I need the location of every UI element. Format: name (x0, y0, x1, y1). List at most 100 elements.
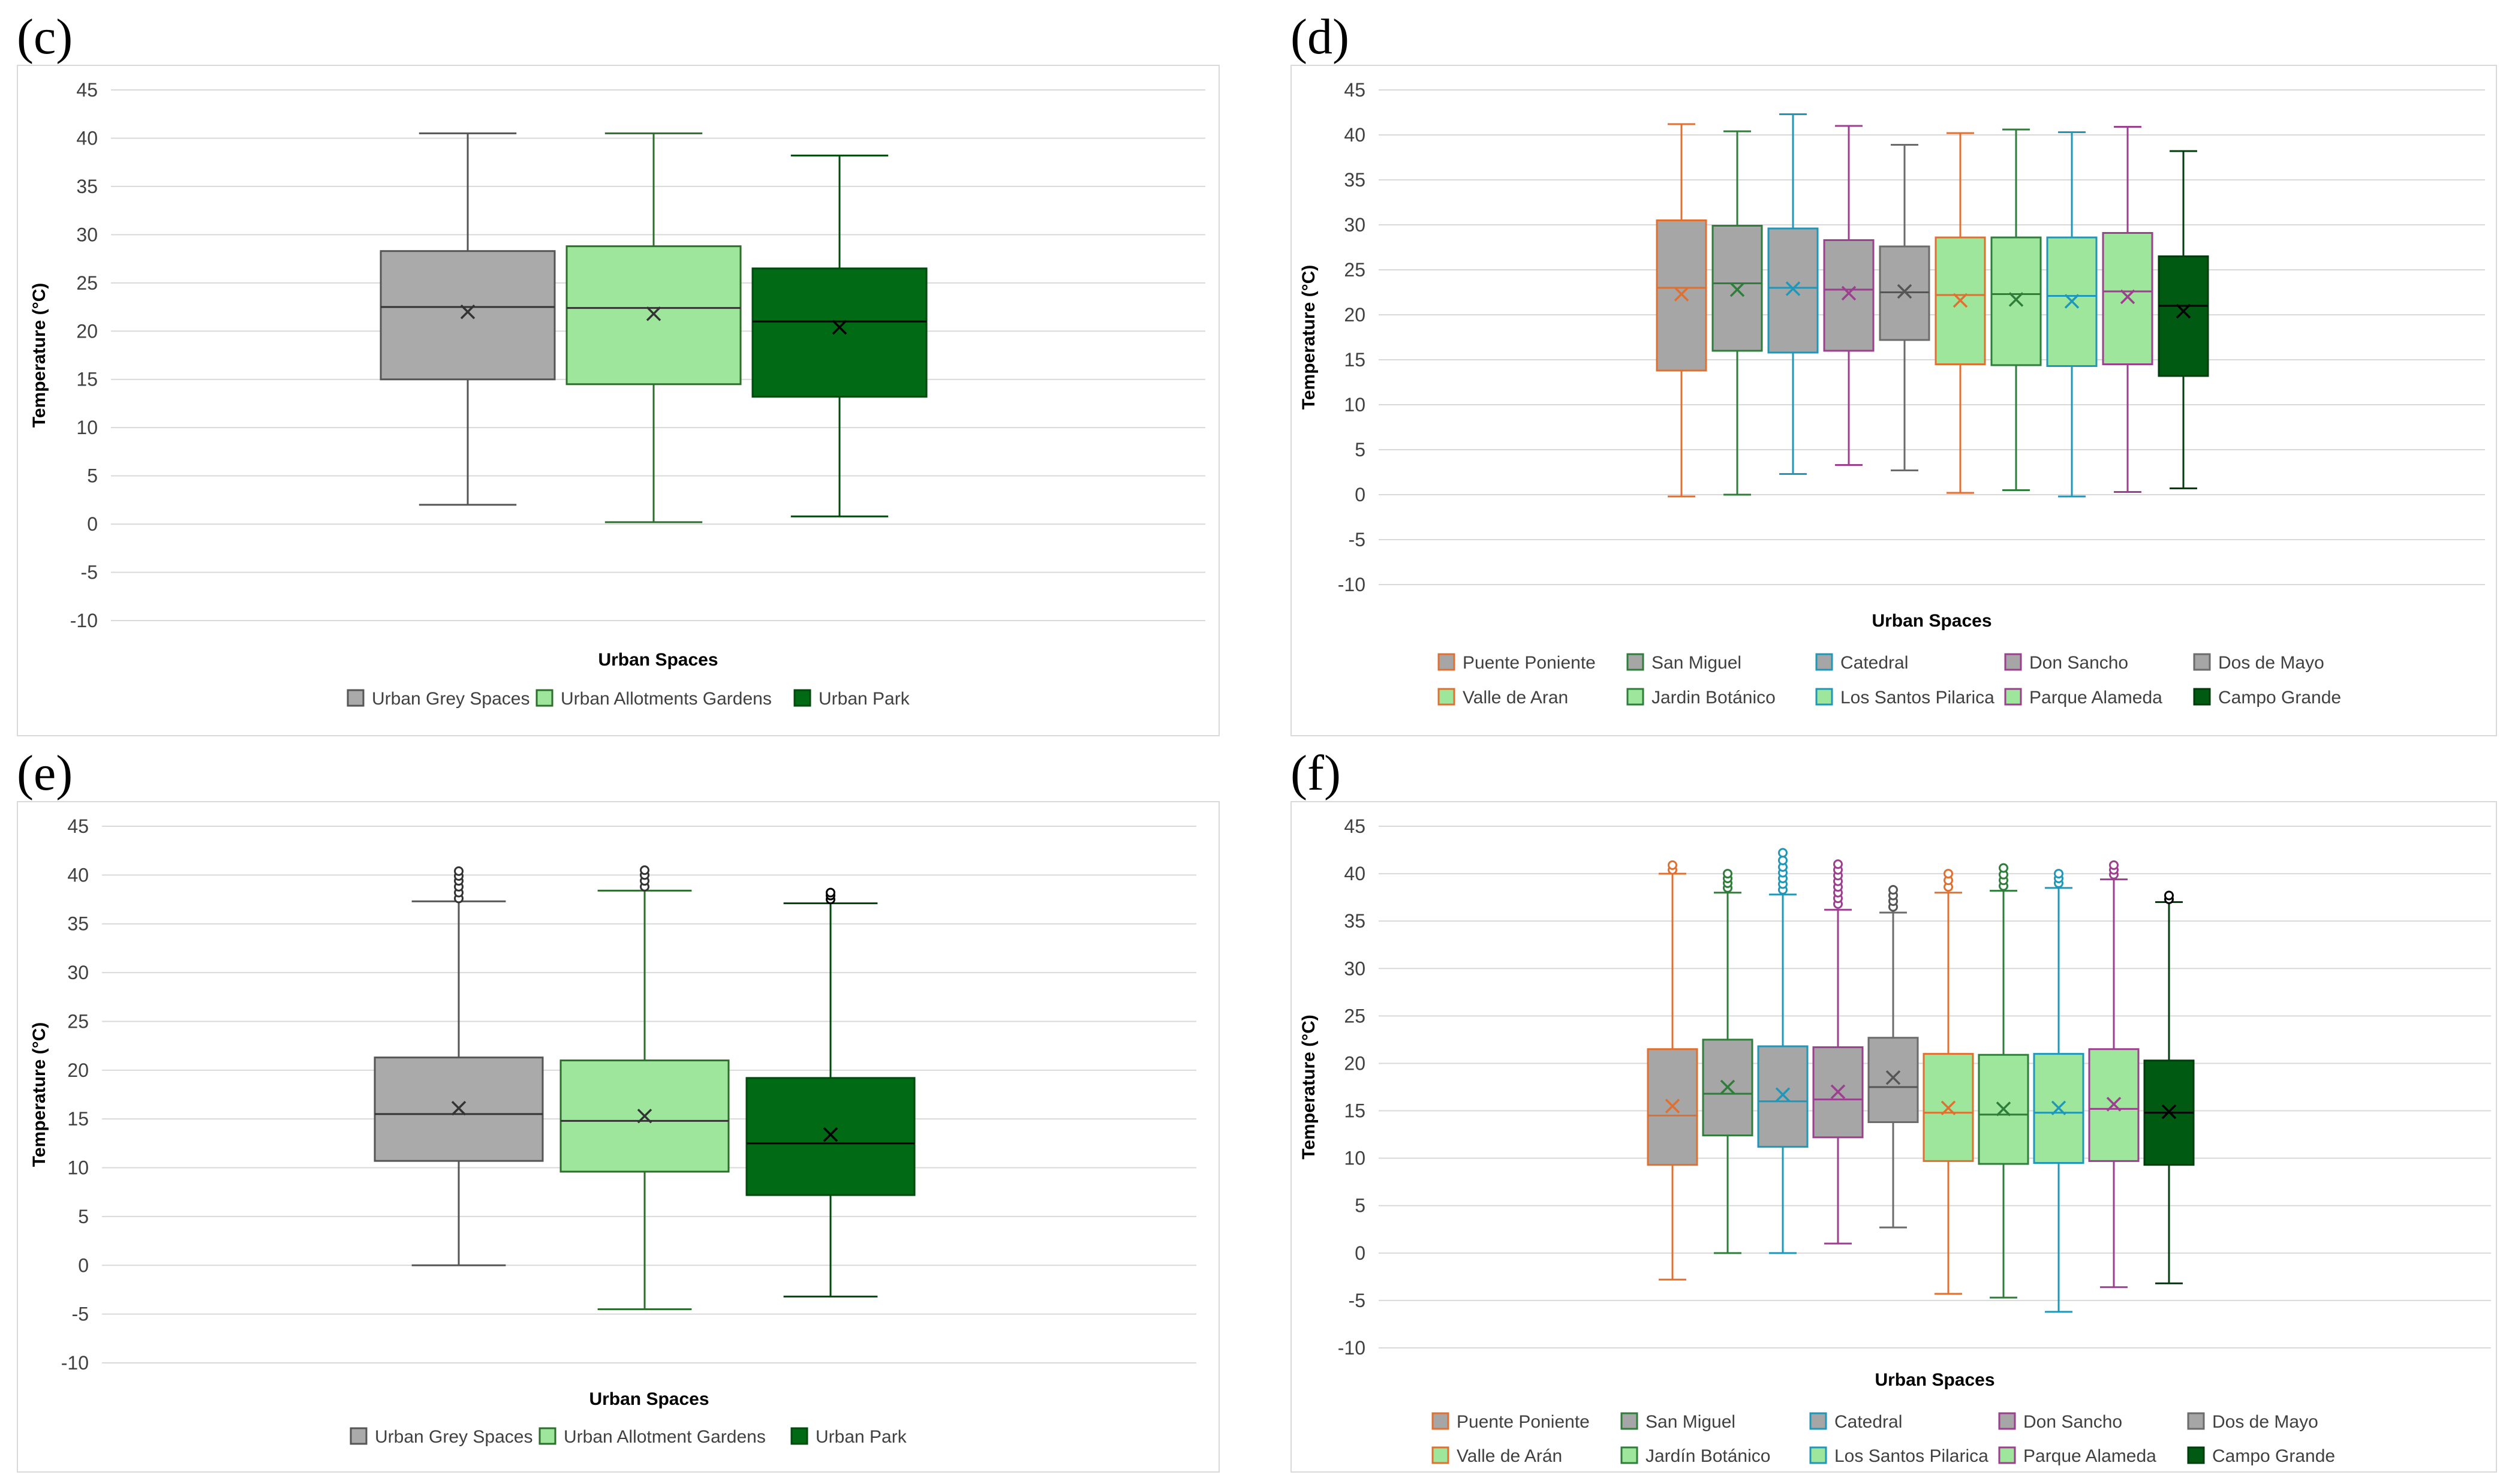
box-los-santos-pilarica (2033, 869, 2084, 1313)
y-tick-label: 15 (1344, 1100, 1365, 1122)
mean-marker (1729, 282, 1745, 297)
y-tick-label: -5 (81, 562, 98, 583)
mean-marker (1830, 1084, 1846, 1100)
box-jardin-bot-nico (1990, 128, 2042, 491)
mean-marker (2120, 289, 2135, 305)
legend-label: Valle de Aran (1463, 688, 1568, 708)
box-san-miguel (1711, 130, 1763, 496)
legend-label: Parque Alameda (2029, 688, 2162, 708)
y-tick-label: 20 (67, 1059, 89, 1081)
box-catedral (1757, 848, 1809, 1254)
legend-swatch (1620, 1446, 1638, 1464)
legend-swatch (1998, 1412, 2016, 1430)
y-tick-label: 45 (67, 815, 89, 837)
box-urban-allotments-gardens (565, 132, 742, 523)
box-campo-grande (2158, 150, 2209, 489)
y-tick-label: 10 (67, 1157, 89, 1179)
mean-marker (1785, 281, 1801, 296)
box-urban-grey-spaces (374, 866, 544, 1266)
x-axis-title: Urban Spaces (598, 650, 718, 670)
legend-label: San Miguel (1645, 1412, 1735, 1432)
mean-marker (646, 306, 661, 321)
legend-label: Urban Grey Spaces (372, 689, 530, 709)
mean-marker (823, 1127, 838, 1142)
y-tick-label: 15 (1344, 349, 1365, 371)
legend-swatch (1437, 653, 1455, 671)
mean-marker (460, 304, 476, 320)
y-tick-label: 45 (1344, 815, 1365, 837)
mean-marker (637, 1109, 652, 1124)
y-tick-label: 35 (1344, 910, 1365, 932)
outlier-point (2109, 860, 2119, 870)
legend-swatch (2004, 688, 2022, 706)
chart-panel-f: -10 -5 0 5 10 15 20 25 30 35 40 45 Temperature (°C) U… (1290, 801, 2497, 1473)
outlier-point (1723, 869, 1732, 879)
box-dos-de-mayo (1867, 884, 1919, 1229)
y-tick-label: 0 (78, 1254, 89, 1276)
mean-marker (1720, 1079, 1735, 1095)
y-tick-label: 30 (1344, 214, 1365, 236)
iqr-box (1823, 239, 1875, 352)
y-tick-label: 20 (76, 320, 98, 342)
box-puente-poniente (1647, 860, 1698, 1281)
legend-label: Jardín Botánico (1645, 1446, 1770, 1466)
chart-svg: -10 -5 0 5 10 15 20 25 30 35 40 45 Temperature (°C) U… (29, 79, 1205, 709)
legend-label: Los Santos Pilarica (1840, 688, 1994, 708)
box-los-santos-pilarica (2046, 131, 2098, 498)
iqr-box (1867, 1037, 1919, 1124)
chart-svg: -10 -5 0 5 10 15 20 25 30 35 40 45 Temperature (°C) U… (1299, 79, 2485, 708)
outlier-point (1778, 855, 1788, 865)
legend-label: Catedral (1840, 653, 1908, 673)
y-tick-label: -10 (1338, 574, 1365, 595)
chart-panel-d: -10 -5 0 5 10 15 20 25 30 35 40 45 Temperature (°C) U… (1290, 65, 2497, 736)
legend-swatch (350, 1427, 368, 1445)
box-urban-park (751, 154, 928, 517)
mean-marker (1897, 284, 1912, 299)
box-don-sancho (1823, 125, 1875, 466)
legend-swatch (2187, 1446, 2205, 1464)
chart-svg: -10 -5 0 5 10 15 20 25 30 35 40 45 Temperature (°C) U… (29, 815, 1196, 1447)
box-urban-allotment-gardens (559, 865, 730, 1310)
legend-swatch (347, 689, 365, 707)
legend-label: Dos de Mayo (2218, 653, 2324, 673)
legend-label: Los Santos Pilarica (1834, 1446, 1988, 1466)
outlier-point (1999, 863, 2008, 873)
y-tick-label: 0 (87, 513, 98, 535)
mean-marker (1953, 293, 1968, 308)
y-tick-label: 40 (76, 127, 98, 149)
box-dos-de-mayo (1879, 144, 1930, 471)
mean-marker (1775, 1087, 1791, 1102)
y-tick-label: 45 (76, 79, 98, 101)
iqr-box (2158, 255, 2209, 377)
chart-panel-e: -10 -5 0 5 10 15 20 25 30 35 40 45 Temperature (°C) U… (17, 801, 1220, 1473)
y-tick-label: 10 (1344, 394, 1365, 416)
legend-label: San Miguel (1651, 653, 1741, 673)
box-parque-alameda (2102, 126, 2153, 493)
y-tick-label: 15 (67, 1108, 89, 1130)
legend-label: Campo Grande (2212, 1446, 2335, 1466)
box-puente-poniente (1656, 123, 1707, 498)
legend-swatch (793, 689, 811, 707)
iqr-box (1757, 1045, 1809, 1148)
x-axis-title: Urban Spaces (1872, 611, 1991, 631)
box-urban-grey-spaces (380, 132, 556, 506)
panel-label-e: (e) (17, 745, 73, 801)
outlier-point (826, 887, 835, 898)
iqr-box (1990, 236, 2042, 366)
legend-swatch (1437, 688, 1455, 706)
y-tick-label: 30 (67, 962, 89, 983)
y-tick-label: 40 (1344, 863, 1365, 884)
chart-svg: -10 -5 0 5 10 15 20 25 30 35 40 45 Temperature (°C) U… (1299, 815, 2491, 1466)
outlier-point (1944, 869, 1953, 879)
legend-swatch (1998, 1446, 2016, 1464)
box-san-miguel (1702, 869, 1753, 1254)
x-axis-title: Urban Spaces (589, 1389, 709, 1409)
mean-marker (2161, 1104, 2177, 1119)
mean-marker (2064, 294, 2080, 309)
y-tick-label: 25 (1344, 1005, 1365, 1027)
legend-swatch (1815, 653, 1833, 671)
mean-marker (1941, 1100, 1956, 1116)
mean-marker (832, 320, 847, 335)
y-axis-title: Temperature (°C) (1299, 1015, 1319, 1159)
legend-swatch (2187, 1412, 2205, 1430)
